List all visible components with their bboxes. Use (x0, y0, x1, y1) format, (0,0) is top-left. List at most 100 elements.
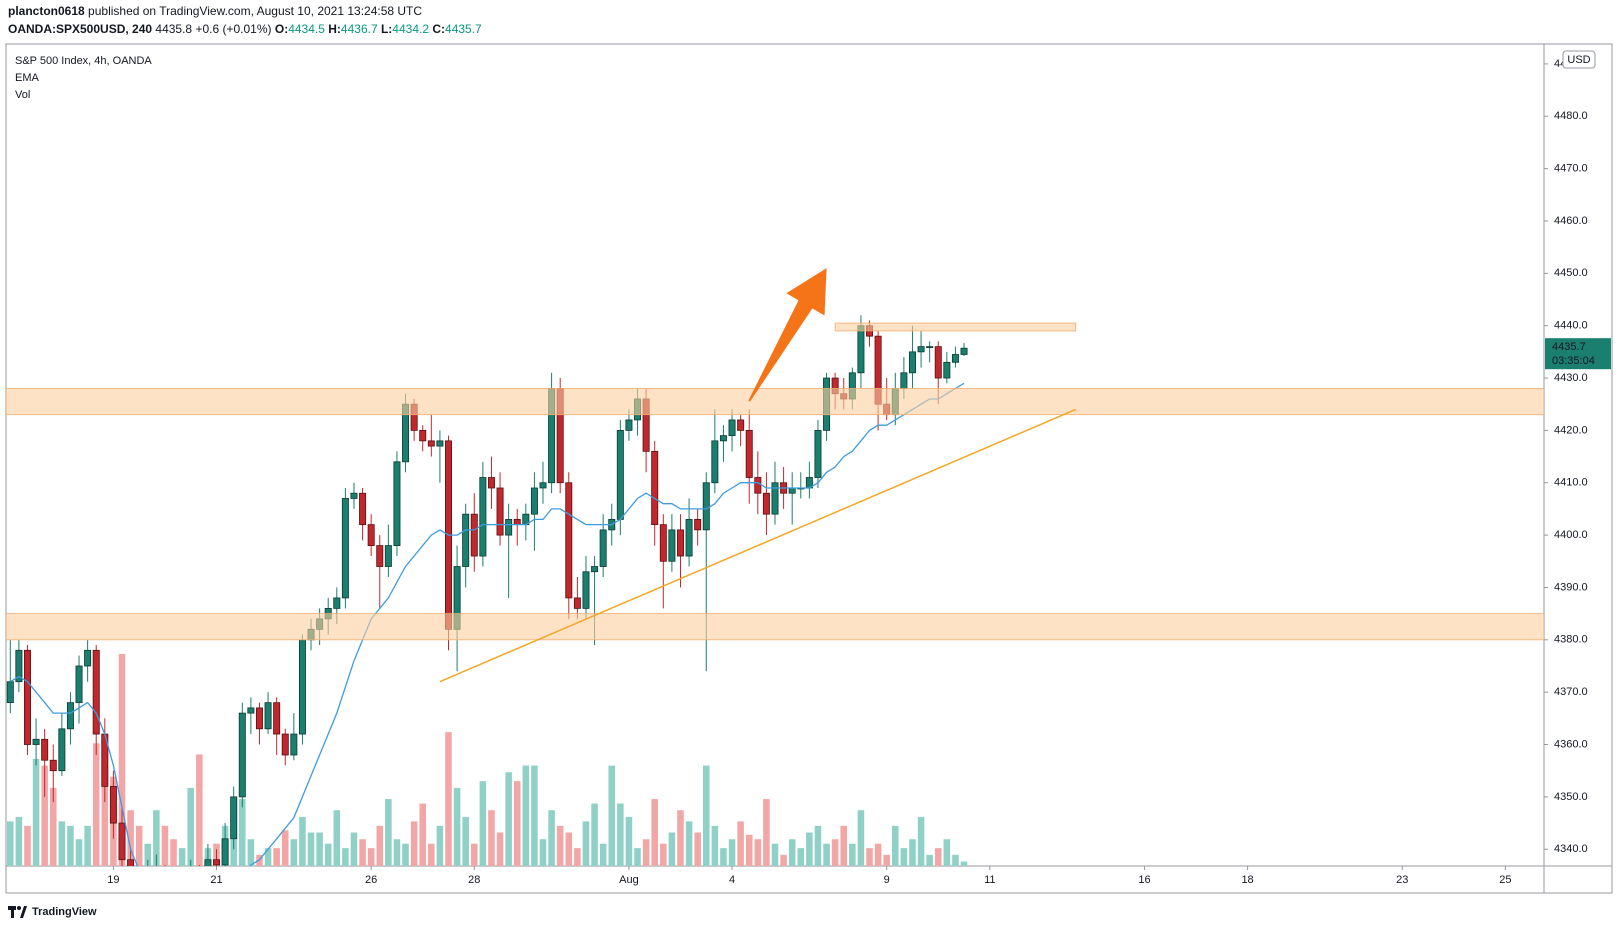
volume-bar (488, 810, 495, 866)
candle-body (711, 440, 719, 484)
candle-body (384, 545, 392, 567)
frame (5, 43, 1613, 894)
volume-bar (943, 839, 951, 866)
candle-body (118, 822, 126, 861)
x-tick-label: 23 (1396, 874, 1408, 886)
y-tick-label: 4350.0 (1554, 791, 1588, 803)
volume-bar (892, 825, 899, 866)
ohlc-label: H: (328, 22, 341, 36)
volume-bar (49, 787, 57, 866)
candle-body (84, 649, 92, 667)
volume-bar (831, 839, 839, 866)
candle-body (462, 513, 470, 567)
candle-body (745, 429, 753, 478)
candle-body (436, 440, 444, 447)
ohlc-value: 4434.5 (288, 22, 325, 36)
candle-body (685, 518, 693, 557)
volume-bar (239, 799, 246, 866)
volume-bar (445, 732, 452, 866)
published: published on TradingView.com, August 10,… (88, 4, 423, 18)
volume-bar (952, 854, 959, 866)
ohlc-value: 4434.2 (392, 22, 429, 36)
candle-body (350, 492, 358, 499)
volume-bar (410, 821, 418, 866)
logo (8, 906, 27, 918)
candle-body (771, 482, 779, 515)
volume-bar (651, 799, 658, 866)
candle-body (230, 796, 238, 840)
volume-bar (264, 848, 272, 866)
arrow (748, 268, 827, 402)
candle-body (41, 738, 49, 761)
candle-body (530, 487, 538, 515)
volume-bar (694, 832, 701, 866)
candle-body (487, 477, 495, 489)
candle-body (591, 566, 599, 573)
y-tick-label: 4340.0 (1554, 843, 1588, 855)
candle-body (75, 665, 83, 704)
candle-body (737, 419, 745, 431)
y-tick-label: 4460.0 (1554, 215, 1588, 227)
candle-body (393, 461, 401, 546)
candle-body (92, 649, 100, 735)
volume-bar (135, 825, 143, 866)
volume-bar (496, 832, 504, 866)
candle-body (599, 529, 607, 567)
volume-bar (771, 843, 779, 866)
candle-body (479, 477, 487, 557)
symbol-line: OANDA:SPX500USD, 240 4435.8 +0.6 (+0.01%… (8, 22, 482, 36)
volume-bar (333, 810, 341, 866)
volume-bar (144, 843, 152, 866)
candle-body (367, 524, 375, 546)
candle-body (6, 681, 14, 704)
volume-bar (505, 772, 512, 866)
candle-body (926, 346, 934, 349)
x-tick-label: Aug (619, 874, 639, 886)
candle-body (221, 838, 229, 866)
volume-bar (230, 839, 237, 866)
candle-body (943, 361, 951, 379)
legend-ema: EMA (15, 72, 40, 84)
candle-body (470, 513, 478, 557)
x-tick-label: 21 (210, 874, 222, 886)
candle-body (273, 702, 281, 735)
price: 4435.8 (155, 22, 193, 36)
y-tick-label: 4400.0 (1554, 529, 1588, 541)
x-tick-label: 11 (984, 874, 995, 886)
symbol: OANDA:SPX500USD, 240 (8, 22, 153, 36)
volume-bar (763, 799, 770, 866)
candle-body (162, 870, 168, 886)
volume-bar (728, 839, 736, 866)
candle-body (15, 649, 23, 683)
y-tick-label: 4450.0 (1554, 267, 1588, 279)
x-tick-label: 19 (107, 874, 119, 886)
volume-bar (754, 839, 762, 866)
ema-line (9, 382, 965, 866)
candle-body (900, 372, 908, 389)
volume-bar (883, 854, 890, 866)
volume-bar (32, 758, 40, 866)
candle-body (788, 487, 796, 494)
volume-bar (780, 854, 787, 866)
x-tick-label: 28 (468, 874, 480, 886)
volume-bar (685, 821, 693, 866)
zone (6, 388, 1544, 416)
candle-body (188, 875, 194, 891)
volume-bar (153, 810, 160, 866)
volume-bar (419, 803, 426, 866)
x-tick-label: 4 (729, 874, 735, 886)
candle-body (960, 347, 968, 355)
volume-bar (840, 825, 848, 866)
candle-body (719, 435, 727, 442)
publish-line: plancton0618 published on TradingView.co… (8, 4, 422, 18)
volume-bar (393, 839, 401, 866)
volume-bar (582, 821, 590, 866)
ohlc-label: L: (380, 22, 393, 36)
candle-body (127, 859, 135, 866)
last-price: 4435.7 (1552, 341, 1586, 353)
volume-bar (453, 787, 461, 866)
volume-bar (273, 848, 280, 866)
countdown: 03:35:04 (1552, 355, 1595, 367)
y-tick-label: 4410.0 (1554, 477, 1588, 489)
